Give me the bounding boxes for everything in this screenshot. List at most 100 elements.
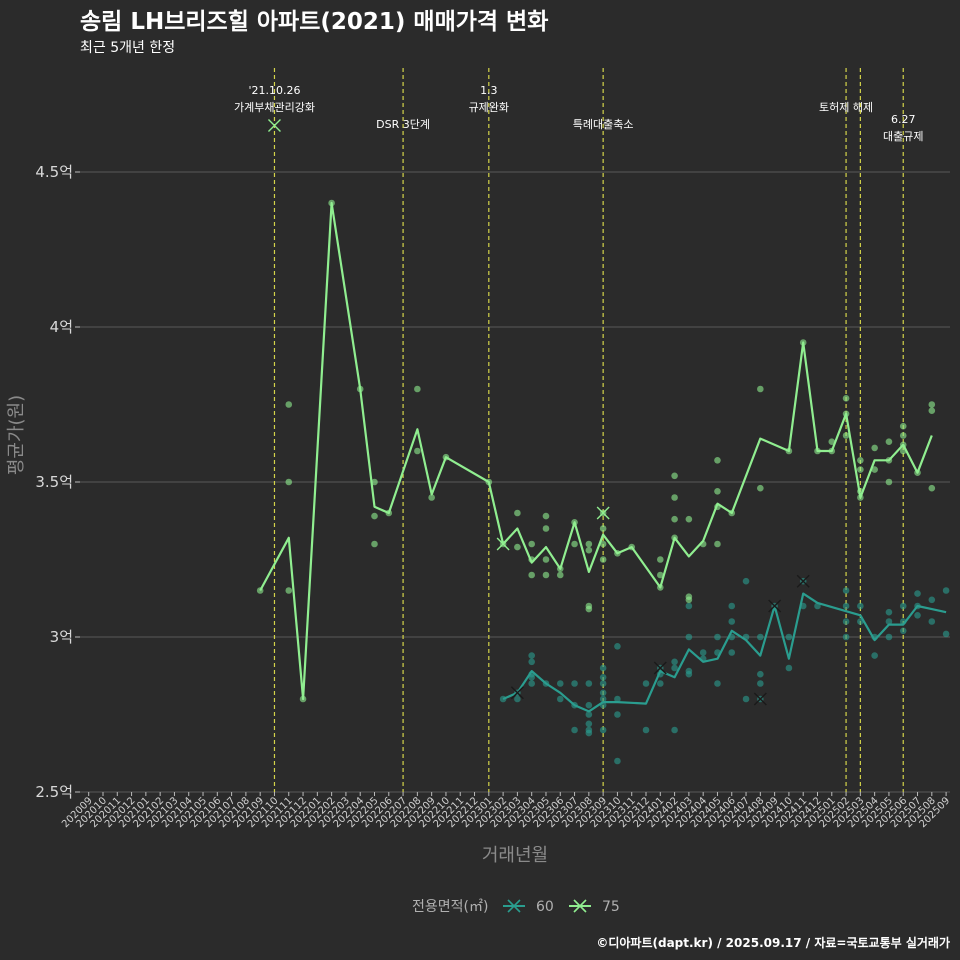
series-75-point [671, 472, 678, 480]
series-60-line [502, 592, 947, 713]
event-label: 대출규제 [883, 130, 923, 143]
series-75-point [414, 385, 421, 393]
y-tick-label: 3.5억 [35, 473, 73, 491]
series-60-point [585, 726, 593, 734]
source-caption: ©디아파트(dapt.kr) / 2025.09.17 / 자료=국토교통부 실… [596, 935, 950, 950]
series-75-line [259, 201, 933, 701]
series-60-cross [768, 599, 782, 613]
series-75-point [928, 401, 936, 408]
series-60-point [714, 680, 721, 687]
series-75-point [599, 525, 607, 532]
series-75-point [714, 457, 721, 464]
series-60-cross [653, 661, 667, 675]
series-60-point [614, 695, 621, 703]
series-60-point [928, 596, 936, 604]
series-60-point [599, 695, 607, 703]
series-75-point [757, 484, 764, 492]
series-60-point [842, 587, 850, 594]
series-60-cross [753, 692, 767, 706]
series-75-point [599, 540, 607, 548]
series-60-point [657, 680, 664, 687]
event-label: 규제완화 [469, 101, 509, 114]
series-75-point [928, 407, 936, 415]
series-75-point [514, 543, 521, 551]
series-60-point [528, 658, 535, 666]
y-tick-label: 4억 [50, 318, 73, 336]
series-75-point [285, 401, 293, 408]
series-75-point [885, 478, 893, 486]
series-60-point [742, 577, 750, 585]
chart-subtitle: 최근 5개년 한정 [80, 40, 175, 56]
series-75-cross [267, 119, 281, 132]
event-label: 특례대출축소 [573, 118, 634, 131]
series-75-point [514, 509, 521, 517]
series-60-point [671, 726, 678, 734]
series-60-point [871, 652, 878, 659]
series-60-point [528, 680, 535, 687]
series-75-point [899, 422, 907, 430]
series-60-point [842, 602, 850, 610]
series-60-point [671, 664, 678, 672]
series-75-point [542, 525, 550, 532]
grid-layer [80, 171, 950, 793]
series-60-point [914, 590, 921, 597]
series-75-point [542, 556, 550, 563]
y-tick-label: 3억 [50, 628, 73, 646]
series-60-point [614, 711, 621, 718]
series-60-point [757, 680, 764, 687]
series-75-point [828, 438, 836, 446]
series-75-point [556, 571, 564, 579]
cross-markers [267, 119, 810, 706]
series-60-cross [796, 574, 810, 588]
series-75-point [585, 605, 593, 613]
series-60-point [556, 695, 564, 703]
series-60-point [685, 602, 693, 610]
series-75-point [428, 494, 435, 501]
series-75-point [371, 540, 378, 548]
series-75-point [757, 385, 764, 393]
series-60-point [614, 643, 621, 650]
y-tick-label: 2.5억 [35, 783, 73, 801]
series-60-point [885, 618, 893, 625]
x-axis-ticks: 2020092020102020112020122021012021022021… [60, 792, 952, 830]
series-75-point [542, 512, 550, 520]
series-60-point [614, 757, 621, 765]
series-75-point [899, 432, 907, 439]
x-axis-title: 거래년월 [482, 845, 548, 866]
series-60-point [685, 633, 693, 641]
series-60-point [885, 633, 893, 641]
event-label: 1.3 [480, 84, 498, 97]
series-60-point [528, 652, 535, 659]
series-60-point [728, 649, 736, 656]
series-75-point [371, 512, 378, 520]
series-60-point [599, 680, 607, 687]
legend-title: 전용면적(㎡) [412, 899, 488, 915]
series-75-point [685, 593, 693, 600]
legend-label-60: 60 [536, 899, 554, 915]
series-75-point [599, 556, 607, 563]
series-75-cross [496, 537, 510, 551]
series-75-point [857, 457, 864, 464]
y-axis-title: 평균가(원) [6, 395, 27, 475]
series-75-point [685, 515, 693, 523]
y-axis-ticks: 2.5억 3억 3.5억 4억 4.5억 [35, 163, 80, 801]
series-75-point [285, 587, 293, 594]
series-75-point [885, 438, 893, 446]
series-60-point [699, 649, 707, 656]
legend-label-75: 75 [602, 899, 620, 915]
series-75-point [671, 494, 678, 501]
series-75-point [657, 556, 664, 563]
series-75-point [657, 571, 664, 579]
series-60-point [899, 602, 907, 610]
series-75-point [414, 447, 421, 455]
series-60-point [585, 711, 593, 718]
series-60-point [785, 633, 793, 641]
series-60-point [642, 680, 650, 687]
series-60-point [685, 667, 693, 675]
series-60-point [599, 664, 607, 672]
legend-marker-75 [573, 899, 587, 913]
chart-title: 송림 LH브리즈힐 아파트(2021) 매매가격 변화 [80, 9, 548, 35]
series-60-point [728, 602, 736, 610]
